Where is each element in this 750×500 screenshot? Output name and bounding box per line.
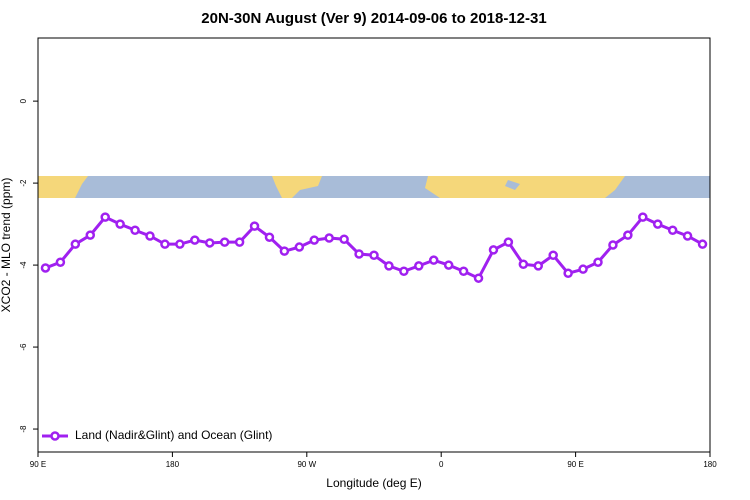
point [414,261,424,271]
y-axis-label: XCO2 - MLO trend (ppm) [0,178,13,313]
point [548,250,558,260]
point [593,257,603,267]
point [70,239,81,249]
x-tick-label: 180 [703,460,717,469]
x-tick-label: 90 W [297,460,316,469]
point [160,239,170,249]
series-line [44,215,704,281]
point [234,237,245,247]
point [503,237,514,247]
plot-frame [37,37,711,453]
point [40,263,51,273]
point [518,259,529,270]
x-tick-label: 90 E [567,460,583,469]
x-axis-label: Longitude (deg E) [326,476,421,490]
point [175,239,185,249]
point [324,233,334,243]
point [309,235,320,245]
point [279,246,290,256]
legend-label: Land (Nadir&Glint) and Ocean (Glint) [75,428,272,442]
point [638,212,648,222]
point [204,238,215,248]
map-strip [38,176,710,198]
point [294,242,305,252]
x-tick-label: 0 [439,460,444,469]
point [85,230,96,240]
point [264,232,275,242]
legend-marker [50,431,60,441]
point [488,245,499,255]
point [667,225,678,235]
point [623,230,633,240]
sea [505,180,520,190]
point [384,261,394,271]
point [443,260,454,270]
land [272,176,322,198]
point [399,266,409,276]
point [369,250,379,260]
point [697,239,708,249]
y-tick-label: -2 [19,179,28,187]
legend: Land (Nadir&Glint) and Ocean (Glint) [42,428,272,442]
point [682,231,693,241]
point [145,231,155,241]
point [578,264,588,274]
y-tick-label: 0 [19,98,28,103]
chart-title: 20N-30N August (Ver 9) 2014-09-06 to 201… [201,10,546,27]
point [100,212,110,222]
y-tick-label: -8 [19,425,28,433]
point [428,255,439,265]
x-tick-label: 90 E [30,460,46,469]
point [533,261,544,271]
y-tick-label: -4 [19,261,28,269]
y-tick-label: -6 [19,343,28,351]
point [608,240,618,250]
point [219,237,230,247]
point [190,235,200,245]
x-tick-label: 180 [166,460,180,469]
point [339,234,349,245]
point [563,268,573,279]
point [55,257,66,267]
land [38,176,88,198]
point [354,249,364,259]
land [425,176,625,198]
point [130,225,140,235]
point [652,219,663,229]
point [458,266,469,276]
point [249,221,260,231]
point [473,273,484,283]
point [115,219,125,229]
